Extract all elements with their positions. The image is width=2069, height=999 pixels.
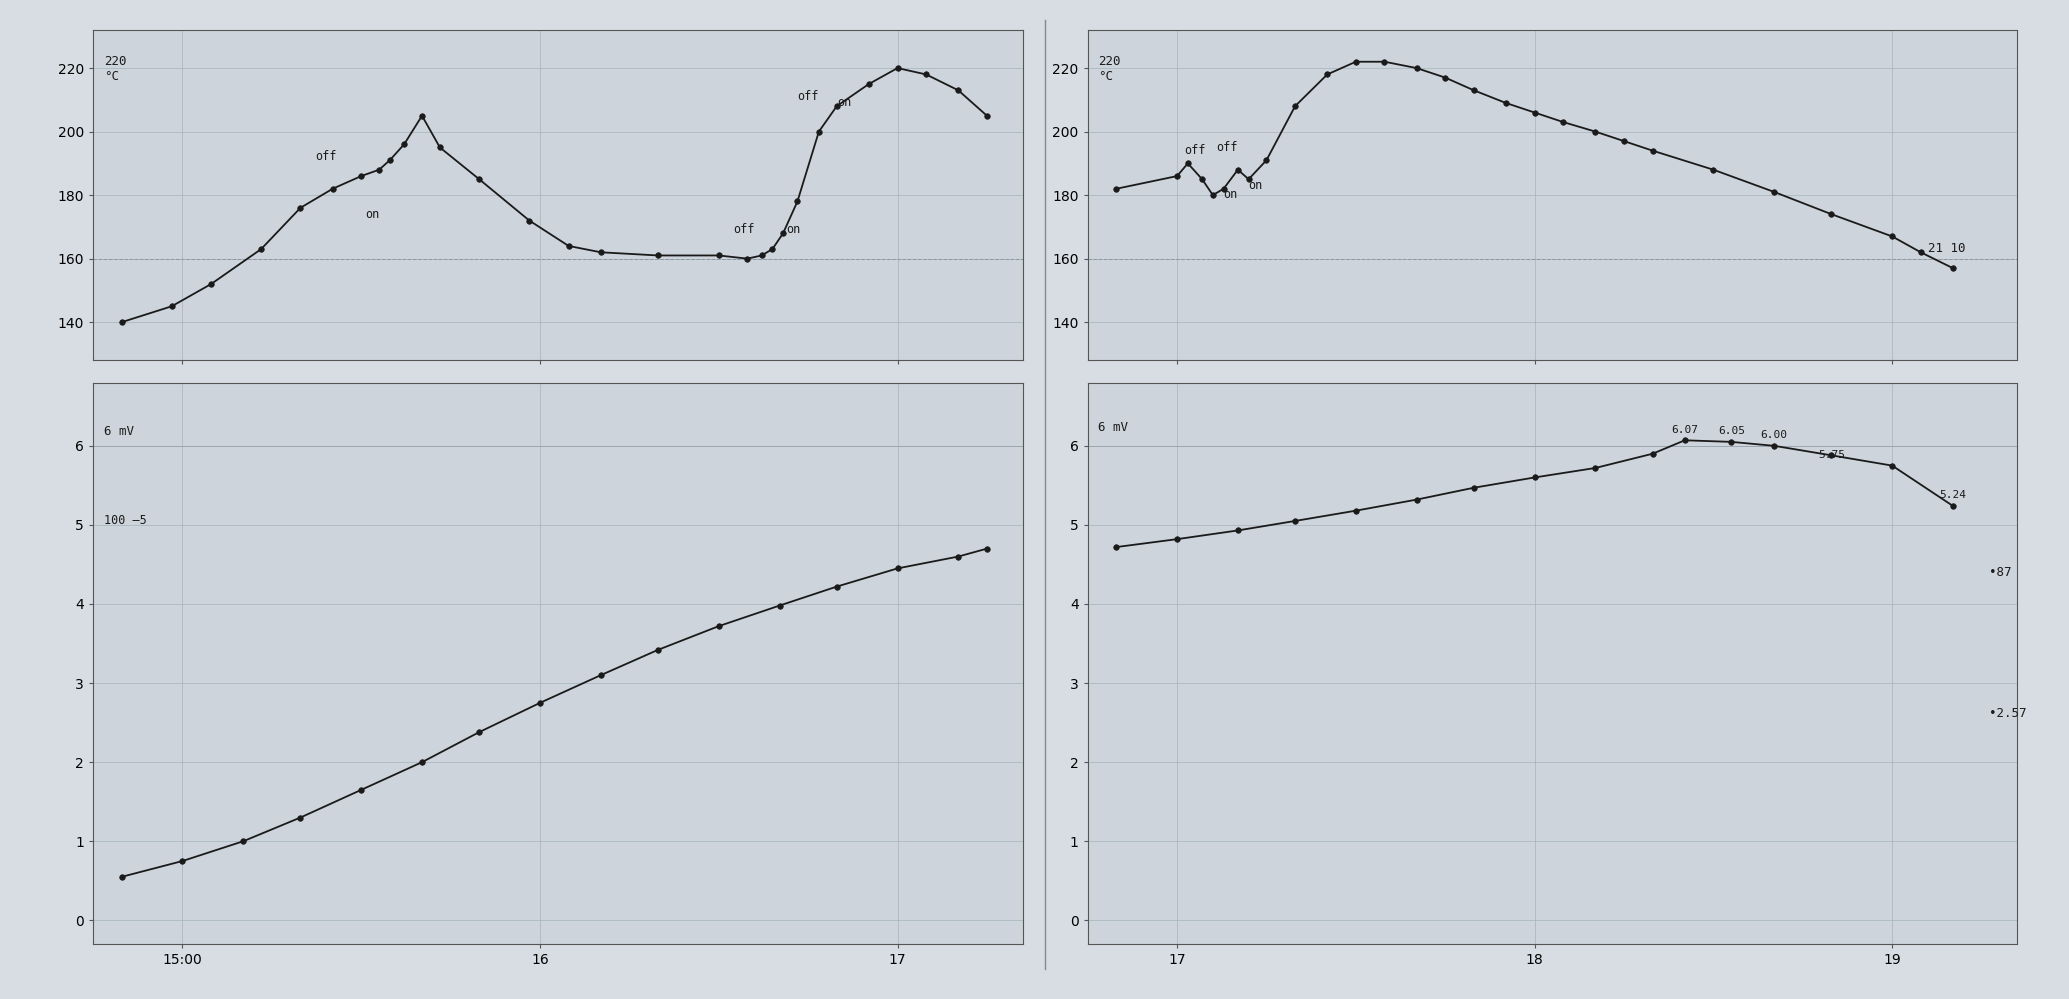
Text: 6.05: 6.05 [1717,427,1744,437]
Text: 6 mV: 6 mV [1099,421,1128,434]
Text: 220
°C: 220 °C [103,55,126,83]
Text: 6 mV: 6 mV [103,425,134,438]
Text: off: off [732,224,755,237]
Text: 5.75: 5.75 [1819,451,1846,461]
Text: on: on [836,96,850,109]
Text: on: on [1223,189,1237,202]
Text: 6.07: 6.07 [1672,425,1699,435]
Text: off: off [314,151,335,164]
Text: •2.57: •2.57 [1988,707,2026,720]
Text: 21 10: 21 10 [1928,243,1966,256]
Text: •87: •87 [1988,566,2011,579]
Text: on: on [786,224,801,237]
Text: 6.00: 6.00 [1761,431,1788,441]
Text: on: on [364,208,379,221]
Text: off: off [1183,144,1206,157]
Text: off: off [797,90,819,103]
Text: on: on [1248,179,1262,192]
Text: off: off [1217,141,1237,154]
Text: 100 —5: 100 —5 [103,514,147,527]
Text: 5.24: 5.24 [1939,491,1966,500]
Text: 220
°C: 220 °C [1099,55,1121,83]
